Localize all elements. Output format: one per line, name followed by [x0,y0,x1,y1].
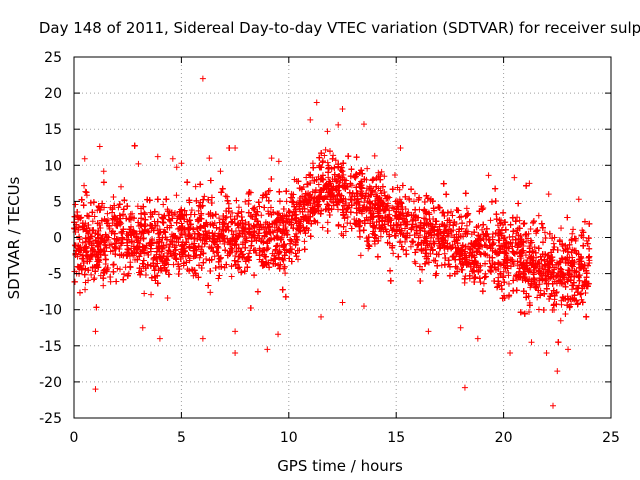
chart-title: Day 148 of 2011, Sidereal Day-to-day VTE… [39,19,640,37]
data-point [242,198,249,205]
data-point [79,239,86,246]
data-point [411,190,418,197]
data-point [430,240,437,247]
data-point [89,251,96,258]
data-point [319,224,326,231]
data-point [410,198,417,205]
data-point [361,199,368,206]
data-point [160,201,167,208]
data-point [201,193,208,200]
data-point [407,243,414,250]
data-point [196,254,203,261]
data-point [391,171,398,178]
data-point [81,182,88,189]
data-point [527,225,534,232]
data-point [312,208,319,215]
data-point [293,230,300,237]
data-point [479,226,486,233]
data-point [114,265,121,272]
data-point [224,193,231,200]
data-point [221,264,228,271]
data-point [256,203,263,210]
data-point [531,244,538,251]
data-point [221,240,228,247]
data-point [356,202,363,209]
data-point [480,280,487,287]
data-point [494,284,501,291]
data-point [106,225,113,232]
data-point [178,231,185,238]
data-point [358,195,365,202]
data-point [496,216,503,223]
data-point [487,217,494,224]
data-point [82,286,89,293]
data-point [91,213,98,220]
data-point [192,183,199,190]
data-point [282,270,289,277]
data-point [322,146,329,153]
data-point [551,244,558,251]
data-point [514,214,521,221]
data-point [217,168,224,175]
data-point [535,306,542,313]
data-point [319,159,326,166]
data-point [357,252,364,259]
data-point [100,282,107,289]
data-point [207,289,214,296]
data-point [535,212,542,219]
data-point [178,160,185,167]
data-point [342,228,349,235]
data-point [283,198,290,205]
data-point [541,229,548,236]
data-point [104,210,111,217]
data-point [405,209,412,216]
data-point [445,233,452,240]
data-point [525,235,531,242]
data-point [144,249,151,256]
data-point [134,203,141,210]
data-point [312,218,319,225]
data-point [315,181,322,188]
data-point [578,296,585,303]
data-point [415,214,422,221]
data-point [570,226,577,233]
data-point [199,243,206,250]
data-point [557,317,564,324]
data-point [500,235,507,242]
data-point [448,208,455,215]
data-point [400,246,407,253]
data-point [441,250,448,257]
data-point [324,159,331,166]
data-point [463,205,470,212]
data-point [188,207,195,214]
data-point [381,189,388,196]
data-point [91,275,98,282]
data-points [71,75,593,409]
data-point [377,233,384,240]
data-point [536,281,543,288]
data-point [526,309,533,316]
data-point [173,192,180,199]
data-point [522,252,529,259]
data-point [463,222,470,229]
data-point [321,152,328,159]
data-point [141,290,148,297]
data-point [324,219,331,226]
data-point [100,168,107,175]
data-point [295,256,302,263]
